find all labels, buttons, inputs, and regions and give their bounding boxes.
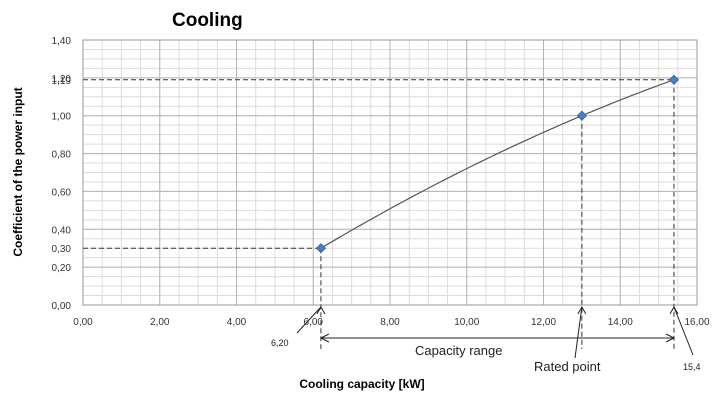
min-pointer-line — [296, 306, 322, 334]
x-tick-label: 6,00 — [304, 317, 324, 328]
y-tick-label: 0,00 — [52, 301, 72, 312]
x-tick-label: 8,00 — [380, 317, 400, 328]
series-curve — [315, 74, 680, 254]
capacity-range-arrow-right — [665, 333, 676, 343]
y-tick-label: 1,19 — [52, 76, 72, 87]
chart-title: Cooling — [172, 10, 243, 31]
rated-pointer-line — [574, 306, 583, 359]
x-axis-label: Cooling capacity [kW] — [299, 377, 424, 391]
data-point-marker — [668, 74, 680, 85]
x-tick-label: 2,00 — [150, 317, 170, 328]
data-point-marker — [315, 243, 326, 254]
reference-lines — [83, 79, 675, 349]
tick-labels: 0,00 2,00 4,00 6,00 8,00 10,00 12,00 14,00 16,00… — [52, 36, 710, 328]
y-tick-label: 0,80 — [52, 150, 72, 161]
min-pointer-arrowhead — [316, 305, 326, 315]
capacity-range-label: Capacity range — [415, 343, 502, 358]
y-axis-label: Coefficient of the power input — [11, 87, 25, 256]
y-tick-label: 1,20 — [52, 74, 72, 85]
series-line — [320, 79, 675, 249]
capacity-range-arrow-left — [319, 333, 330, 343]
y-tick-label: 0,40 — [52, 225, 72, 236]
data-point-marker — [576, 110, 587, 121]
y-tick-label: 1,40 — [52, 36, 72, 47]
y-tick-label: 0,20 — [52, 263, 72, 274]
x-tick-label: 0,00 — [73, 317, 93, 328]
y-tick-label: 0,30 — [52, 244, 72, 255]
max-capacity-label: 15,4 — [683, 362, 701, 372]
x-tick-label: 16,00 — [684, 317, 709, 328]
grid — [82, 39, 698, 306]
rated-pointer-arrowhead — [577, 305, 587, 315]
x-tick-label: 12,00 — [531, 317, 556, 328]
annotations: 6,20 Rated point 15,4 Capacity range — [271, 305, 701, 374]
x-tick-label: 14,00 — [608, 317, 633, 328]
min-capacity-label: 6,20 — [271, 338, 289, 348]
x-tick-label: 10,00 — [454, 317, 479, 328]
plot-area-border — [82, 39, 698, 306]
max-pointer-line — [673, 306, 694, 356]
y-tick-label: 1,00 — [52, 112, 72, 123]
max-pointer-arrowhead — [669, 305, 679, 315]
rated-point-label: Rated point — [534, 359, 601, 374]
x-tick-label: 4,00 — [227, 317, 247, 328]
y-tick-label: 0,60 — [52, 187, 72, 198]
